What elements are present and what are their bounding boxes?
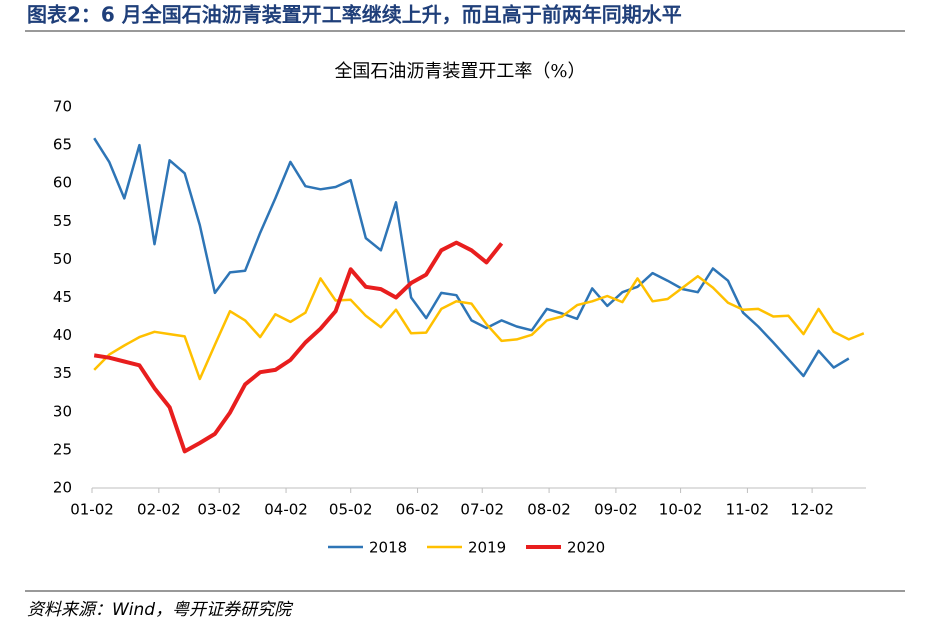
legend-label: 2019 <box>468 539 506 557</box>
y-tick-label: 45 <box>53 288 72 306</box>
y-tick-label: 65 <box>53 136 72 154</box>
x-tick-label: 07-02 <box>460 501 504 519</box>
source-note: 资料来源：Wind，粤开证券研究院 <box>27 600 294 620</box>
x-tick-label: 03-02 <box>197 501 241 519</box>
x-tick-label: 10-02 <box>659 501 703 519</box>
x-tick-label: 08-02 <box>527 501 571 519</box>
y-tick-label: 25 <box>53 440 72 458</box>
y-tick-label: 30 <box>53 402 72 420</box>
y-tick-label: 60 <box>53 174 72 192</box>
legend-label: 2018 <box>369 539 407 557</box>
x-tick-label: 01-02 <box>70 501 114 519</box>
x-tick-label: 02-02 <box>137 501 181 519</box>
series-line <box>93 274 865 381</box>
x-tick-label: 12-02 <box>790 501 834 519</box>
series-line <box>93 137 850 378</box>
y-tick-label: 35 <box>53 364 72 382</box>
page-title: 图表2：6 月全国石油沥青装置开工率继续上升，而且高于前两年同期水平 <box>27 3 682 27</box>
x-tick-label: 06-02 <box>396 501 440 519</box>
chart-title: 全国石油沥青装置开工率（%） <box>334 61 585 82</box>
series-line <box>93 240 504 454</box>
x-tick-label: 09-02 <box>594 501 638 519</box>
y-tick-label: 20 <box>53 479 72 497</box>
x-tick-label: 05-02 <box>329 501 373 519</box>
x-tick-label: 04-02 <box>264 501 308 519</box>
y-tick-label: 70 <box>53 98 72 116</box>
legend-label: 2020 <box>567 539 605 557</box>
y-tick-label: 50 <box>53 250 72 268</box>
x-tick-label: 11-02 <box>726 501 770 519</box>
y-tick-label: 55 <box>53 212 72 230</box>
y-tick-label: 40 <box>53 326 72 344</box>
